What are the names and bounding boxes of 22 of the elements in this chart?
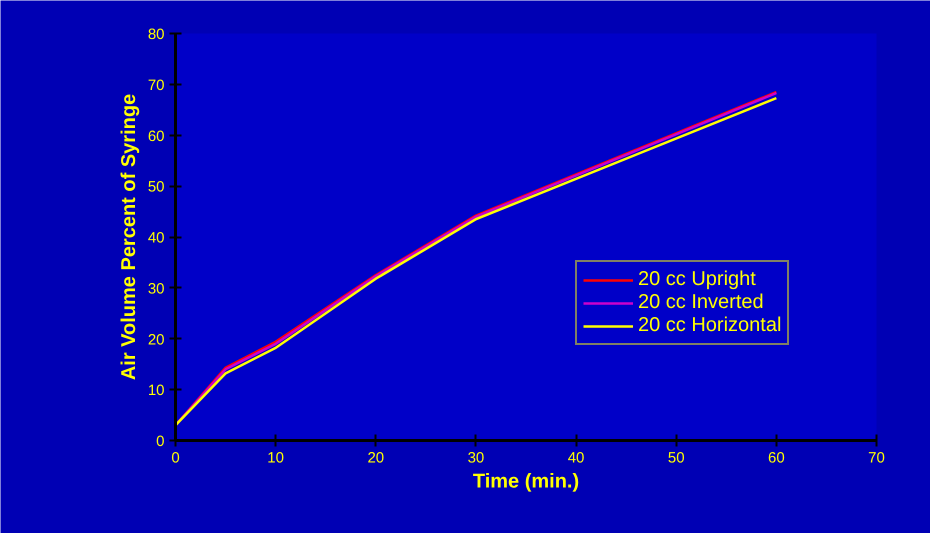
y-tick-label: 10 [148,382,165,400]
x-tick-label: 20 [367,450,384,466]
y-axis-title: Air Volume Percent of Syringe [118,94,140,380]
y-tick-label: 60 [148,128,165,145]
legend-label: 20 cc Upright [638,268,756,291]
y-tick-label: 50 [148,178,165,196]
legend-label: 20 cc Horizontal [638,314,782,337]
y-tick-label: 0 [156,433,164,450]
x-axis-title: Time (min.) [472,470,580,492]
y-tick-label: 70 [148,76,165,94]
legend-label: 20 cc Inverted [638,291,764,314]
x-tick-label: 0 [171,450,180,466]
y-tick-label: 80 [148,26,165,43]
x-tick-label: 70 [868,450,885,466]
y-tick-label: 20 [148,331,165,348]
x-tick-label: 50 [668,450,685,466]
x-tick-label: 40 [568,450,584,466]
y-tick-label: 30 [148,280,165,298]
y-tick-label: 40 [148,230,165,246]
x-tick-label: 10 [267,450,284,466]
x-tick-label: 60 [768,450,785,466]
x-tick-label: 30 [468,450,484,466]
